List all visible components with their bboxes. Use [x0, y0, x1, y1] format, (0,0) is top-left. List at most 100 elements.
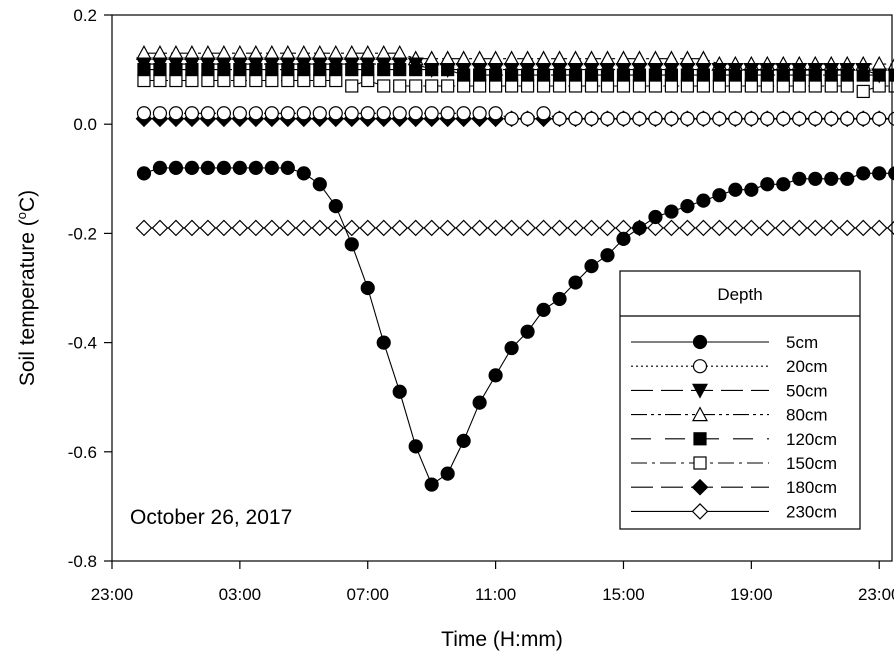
data-point-50cm-37	[727, 62, 744, 78]
data-point-5cm-15	[376, 335, 391, 350]
data-point-20cm-34	[680, 111, 695, 126]
data-point-230cm-13	[343, 219, 361, 237]
data-point-50cm-16	[391, 57, 408, 73]
data-point-150cm-42	[808, 79, 822, 93]
data-point-5cm-26	[552, 291, 567, 307]
data-point-5cm-20	[456, 433, 471, 448]
data-point-20cm-29	[600, 111, 615, 126]
data-point-50cm-10	[295, 57, 312, 73]
data-point-150cm-2	[169, 73, 183, 88]
data-point-230cm-35	[695, 219, 712, 237]
x-axis-ticks: 23:00 03:00 07:00 11:00 15:00 19:00 23:00	[91, 561, 894, 604]
data-point-230cm-17	[407, 219, 425, 237]
data-point-5cm-13	[344, 237, 359, 252]
data-point-150cm-36	[712, 79, 726, 93]
data-point-20cm-31	[632, 111, 647, 126]
data-point-150cm-20	[457, 79, 471, 93]
data-point-20cm-9	[280, 106, 295, 121]
data-point-150cm-17	[409, 79, 423, 93]
x-axis-label: Time (H:mm)	[441, 628, 563, 651]
data-point-150cm-11	[313, 73, 327, 88]
data-point-5cm-28	[584, 259, 599, 274]
data-point-20cm-45	[856, 111, 871, 126]
data-point-5cm-0	[136, 166, 152, 181]
data-point-20cm-21	[472, 106, 487, 121]
legend-label: 230cm	[786, 502, 837, 521]
data-point-230cm-47	[886, 220, 894, 236]
legend-entry-80cm: 80cm	[631, 406, 828, 425]
data-point-5cm-1	[152, 160, 168, 175]
data-point-50cm-0	[135, 57, 152, 73]
data-point-5cm-11	[312, 177, 327, 192]
data-point-50cm-26	[551, 62, 568, 78]
data-point-150cm-33	[664, 79, 679, 93]
data-point-50cm-7	[247, 57, 264, 73]
data-point-230cm-1	[151, 219, 169, 237]
data-point-5cm-44	[840, 171, 855, 186]
data-point-150cm-29	[600, 79, 615, 93]
data-point-5cm-21	[472, 395, 487, 410]
data-point-20cm-46	[872, 111, 887, 126]
legend-label: 5cm	[786, 333, 818, 352]
data-point-50cm-27	[567, 62, 584, 78]
series-150cm	[137, 73, 894, 99]
data-point-230cm-24	[519, 219, 536, 237]
legend-entries: 5cm 20cm 50cm 80cm 120cm 150cm 180cm 230cm	[631, 333, 837, 521]
data-point-150cm-35	[696, 79, 710, 93]
data-point-20cm-16	[392, 106, 407, 121]
data-point-80cm-12	[327, 44, 344, 60]
data-point-150cm-39	[760, 79, 774, 93]
data-point-20cm-36	[712, 111, 727, 126]
data-point-50cm-15	[375, 57, 392, 73]
data-point-80cm-47	[887, 58, 894, 71]
data-point-230cm-16	[391, 219, 409, 237]
legend-entry-230cm: 230cm	[631, 502, 837, 521]
legend-entry-5cm: 5cm	[631, 333, 818, 352]
series-20cm	[136, 106, 894, 126]
data-point-20cm-17	[408, 106, 423, 121]
data-point-5cm-32	[648, 209, 663, 225]
data-point-230cm-4	[199, 219, 217, 237]
data-point-20cm-37	[728, 111, 743, 126]
data-point-20cm-24	[520, 111, 535, 126]
series-5cm	[136, 160, 894, 492]
x-tick-label: 03:00	[219, 585, 262, 604]
data-point-5cm-22	[488, 368, 503, 383]
data-point-50cm-44	[839, 62, 856, 78]
data-point-20cm-2	[168, 106, 184, 121]
legend-marker	[693, 432, 707, 446]
data-point-230cm-25	[535, 219, 552, 237]
data-point-5cm-30	[616, 231, 631, 246]
data-point-20cm-4	[200, 106, 216, 121]
y-axis-ticks: 0.2 0.0 -0.2 -0.4 -0.6 -0.8	[68, 6, 112, 571]
legend-marker	[691, 503, 709, 520]
legend-label: 180cm	[786, 478, 837, 497]
data-point-50cm-22	[487, 62, 504, 78]
data-point-50cm-21	[471, 62, 488, 78]
data-point-50cm-20	[455, 62, 472, 78]
data-point-20cm-33	[664, 111, 679, 126]
data-point-150cm-10	[297, 73, 311, 88]
data-point-150cm-12	[329, 73, 343, 88]
data-point-5cm-12	[328, 199, 343, 214]
legend: Depth 5cm 20cm 50cm 80cm 120cm 150cm 180cm 230c…	[619, 270, 861, 530]
data-point-150cm-32	[648, 79, 663, 93]
data-point-150cm-43	[824, 79, 838, 93]
data-point-50cm-12	[327, 57, 344, 73]
data-point-50cm-19	[439, 62, 456, 78]
legend-title: Depth	[717, 285, 762, 304]
legend-label: 50cm	[786, 381, 828, 400]
data-point-50cm-14	[359, 57, 376, 73]
data-point-230cm-15	[375, 219, 393, 237]
legend-entry-180cm: 180cm	[631, 478, 837, 497]
data-point-230cm-18	[423, 219, 441, 237]
data-point-50cm-13	[343, 57, 360, 73]
data-point-230cm-9	[279, 219, 297, 237]
data-point-50cm-6	[231, 57, 248, 73]
x-tick-label: 23:00	[858, 585, 894, 604]
y-tick-label: -0.8	[68, 552, 97, 571]
data-point-5cm-10	[296, 166, 311, 181]
data-point-150cm-13	[345, 79, 359, 93]
data-point-150cm-38	[744, 79, 758, 93]
data-point-230cm-2	[167, 219, 185, 237]
